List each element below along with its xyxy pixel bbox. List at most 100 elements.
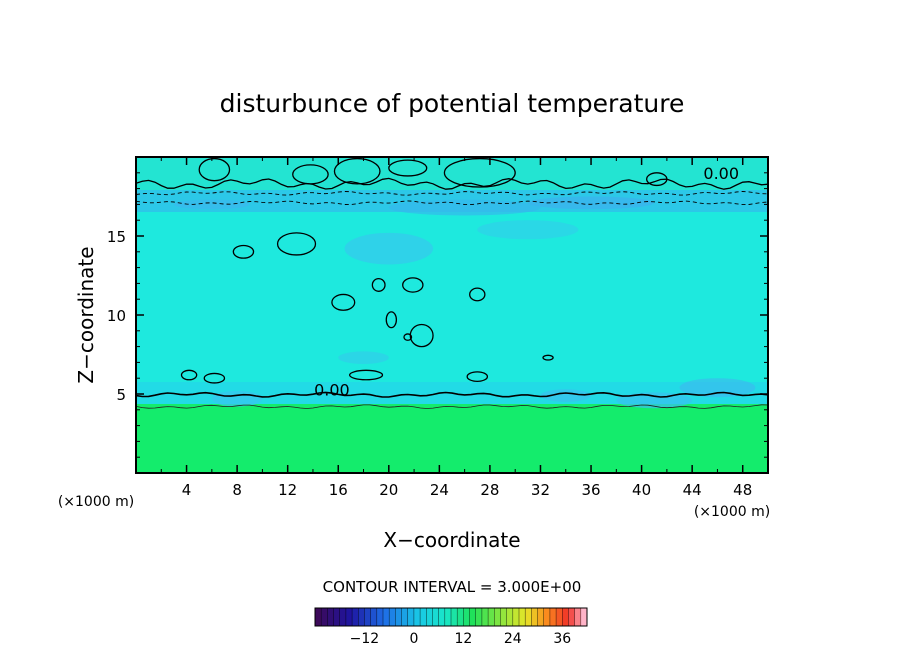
colorbar-cell: [574, 608, 582, 626]
colorbar-cell: [358, 608, 365, 626]
colorbar-cell: [426, 608, 433, 626]
colorbar-cell: [556, 608, 563, 626]
contour-interval-label: CONTOUR INTERVAL = 3.000E+00: [323, 578, 582, 596]
y-tick-label: 5: [116, 386, 126, 404]
field-blotch: [527, 196, 655, 210]
contour-island: [403, 333, 413, 341]
colorbar-cell: [444, 608, 452, 626]
colorbar-cell: [488, 608, 495, 626]
contour-island: [402, 277, 424, 293]
contour-label: 0.00: [703, 164, 739, 183]
colorbar-cell: [383, 608, 390, 626]
contour-island: [331, 293, 356, 311]
colorbar-cell: [315, 608, 322, 626]
contour-island: [409, 323, 434, 348]
plot-area: [136, 157, 768, 473]
colorbar-cell: [543, 608, 551, 626]
contour-island: [180, 369, 198, 381]
colorbar-tick-label: 36: [553, 631, 571, 647]
colorbar-cell: [432, 608, 440, 626]
colorbar-cell: [549, 608, 557, 626]
field-variations: [173, 196, 756, 409]
colorbar-cell: [352, 608, 359, 626]
y-axis-label: Z−coordinate: [74, 246, 98, 383]
colorbar-cell: [389, 608, 396, 626]
colorbar-cell: [519, 608, 526, 626]
x-tick-label: 16: [329, 481, 348, 499]
x-tick-label: 36: [581, 481, 600, 499]
field-blotch: [344, 232, 434, 265]
contour-positive-lower: [136, 404, 768, 409]
field-blotch: [388, 199, 541, 216]
colorbar-cell: [469, 608, 477, 626]
x-tick-label: 40: [632, 481, 651, 499]
colorbar-cell: [345, 608, 353, 626]
x-tick-label: 44: [683, 481, 702, 499]
contour-island: [371, 278, 386, 292]
colorbar-cell: [364, 608, 372, 626]
contour-negative-lower: [136, 200, 768, 206]
colorbar-cell: [376, 608, 384, 626]
field-blotch: [338, 351, 389, 364]
contour-island: [443, 157, 516, 188]
colorbar-cell: [370, 608, 378, 626]
colorbar-cell: [537, 608, 545, 626]
x-unit-right: (×1000 m): [694, 504, 770, 520]
colorbar-cell: [463, 608, 471, 626]
x-tick-label: 20: [379, 481, 398, 499]
contour-island: [542, 354, 554, 361]
colorbar-cell: [451, 608, 458, 626]
contour-island: [348, 369, 384, 381]
field-blotch: [540, 389, 592, 402]
colorbar-tick-label: 0: [409, 631, 418, 647]
contour-label: 0.00: [314, 381, 350, 400]
chart-title: disturbunce of potential temperature: [220, 89, 685, 118]
colorbar-cell: [339, 608, 347, 626]
colorbar-tick-label: 12: [454, 631, 472, 647]
colorbar-cell: [475, 608, 483, 626]
field-blotch: [477, 220, 579, 240]
contour-negative-upper: [136, 191, 768, 196]
contour-zero-upper: [136, 177, 768, 190]
field-mid-layer: [136, 212, 768, 382]
contour-island: [276, 232, 317, 256]
contour-island: [469, 287, 486, 302]
x-tick-label: 28: [480, 481, 499, 499]
contour-island: [232, 244, 255, 259]
contour-zero-lower: [136, 391, 768, 398]
contour-island: [385, 311, 398, 329]
contour-island: [646, 172, 668, 187]
colorbar-ticks: −12 0 12 24 36: [350, 631, 572, 647]
x-tick-label: 12: [278, 481, 297, 499]
contour-lines: 0.00 0.00: [136, 157, 768, 409]
y-tick-label: 15: [107, 228, 126, 246]
colorbar-cell: [333, 608, 341, 626]
colorbar-cell: [531, 608, 539, 626]
colorbar-cell: [457, 608, 464, 626]
colorbar-cell: [568, 608, 576, 626]
colorbar-cell: [525, 608, 532, 626]
contour-island: [388, 159, 428, 177]
colorbar-frame: [314, 607, 588, 627]
colorbar-cell: [395, 608, 403, 626]
colorbar-cell: [512, 608, 520, 626]
colorbar-cell: [481, 608, 489, 626]
colorbar-cell: [438, 608, 446, 626]
contour-island: [198, 157, 231, 182]
y-tick-label: 10: [107, 307, 126, 325]
colorbar-cell: [401, 608, 409, 626]
x-unit-left: (×1000 m): [58, 494, 134, 510]
field-blotch: [173, 199, 250, 210]
colorbar-tick-label: −12: [350, 631, 380, 647]
contour-island: [466, 371, 489, 383]
x-tick-label: 8: [232, 481, 242, 499]
x-tick-label: 4: [182, 481, 192, 499]
x-tick-label: 32: [531, 481, 550, 499]
x-axis: 4 8 12 16 20 24 28 32 36 40 44 48: [160, 157, 752, 499]
colorbar: [314, 607, 588, 627]
contour-island: [203, 372, 226, 384]
colorbar-cell: [420, 608, 427, 626]
field-blotch: [616, 392, 693, 409]
x-tick-label: 24: [430, 481, 449, 499]
